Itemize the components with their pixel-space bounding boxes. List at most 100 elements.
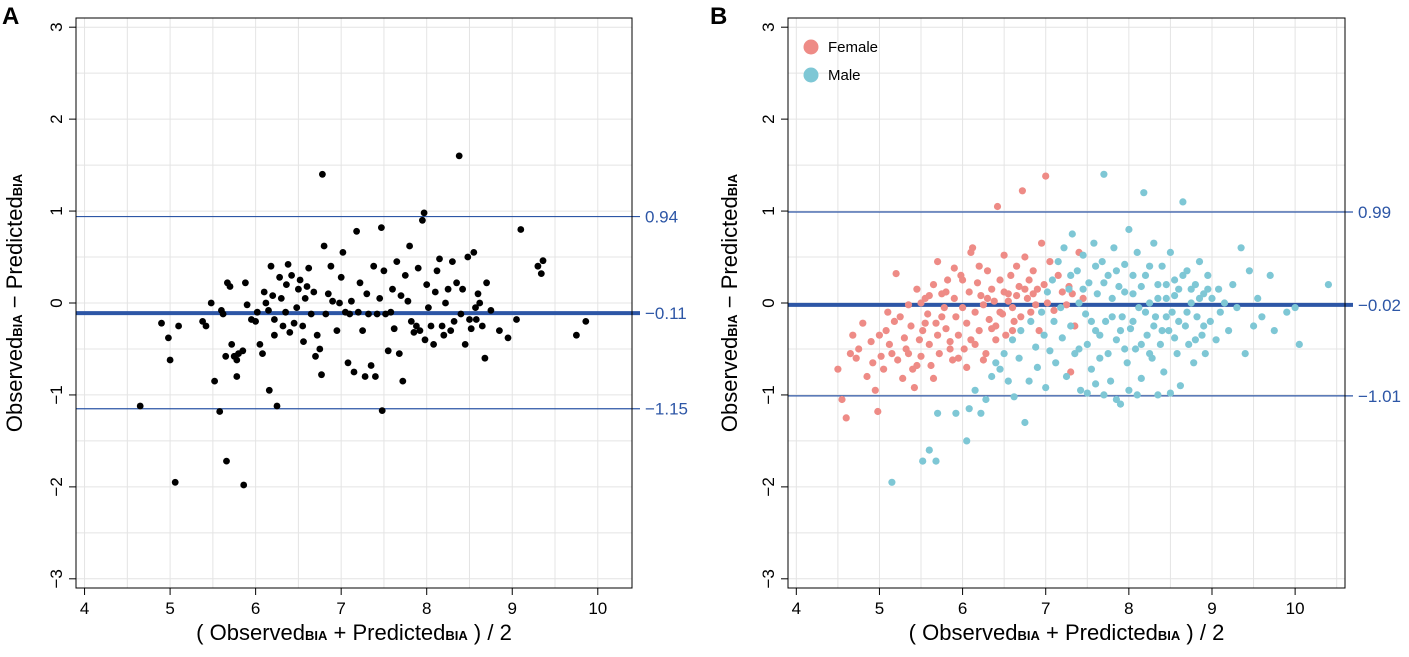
data-point-all <box>425 304 432 311</box>
data-point-female <box>877 352 885 360</box>
data-point-all <box>457 310 465 318</box>
data-point-all <box>240 481 248 489</box>
x-axis-label-part: ( Observed <box>196 620 305 645</box>
x-tick-label: 8 <box>1124 599 1133 618</box>
panel-label-b: B <box>710 3 727 30</box>
data-point-female <box>949 356 957 364</box>
x-tick-label: 10 <box>588 599 607 618</box>
data-point-female <box>904 301 913 309</box>
panel-label-a: A <box>2 3 19 30</box>
data-point-male <box>1237 244 1245 252</box>
data-point-male <box>1000 350 1008 358</box>
data-point-male <box>1067 271 1075 279</box>
data-point-female <box>1040 281 1048 289</box>
data-point-male <box>1229 281 1237 289</box>
data-point-male <box>932 457 940 465</box>
data-point-male <box>1208 294 1216 302</box>
data-point-female <box>983 294 992 302</box>
data-point-all <box>348 297 355 305</box>
data-point-female <box>927 361 935 370</box>
data-point-all <box>233 356 241 364</box>
data-point-female <box>919 327 927 335</box>
data-point-female <box>917 299 925 307</box>
data-point-female <box>1002 331 1010 339</box>
data-point-male <box>1165 327 1173 335</box>
data-point-female <box>899 374 907 382</box>
x-tick-label: 8 <box>422 599 431 618</box>
data-point-male <box>1043 288 1051 296</box>
data-point-all <box>382 310 389 318</box>
x-tick-label: 9 <box>508 599 517 618</box>
data-point-female <box>971 308 979 316</box>
y-tick-label: 1 <box>759 206 778 215</box>
line-value-label: −0.11 <box>645 304 687 323</box>
x-axis-label-part: BIA <box>305 628 328 643</box>
data-point-male <box>1190 359 1198 367</box>
data-point-male <box>1150 239 1158 247</box>
data-point-female <box>1054 271 1062 279</box>
y-tick-label: −3 <box>47 569 66 588</box>
data-point-male <box>1087 317 1095 325</box>
data-point-female <box>890 317 899 325</box>
data-point-male <box>1062 372 1071 381</box>
data-point-female <box>935 350 943 358</box>
data-point-female <box>975 262 983 270</box>
data-point-all <box>252 318 259 325</box>
data-point-male <box>1250 322 1258 330</box>
y-tick-label: 1 <box>47 206 66 215</box>
y-tick-label: −2 <box>47 477 66 496</box>
data-point-all <box>470 249 478 256</box>
data-point-all <box>430 341 437 348</box>
data-point-all <box>310 288 318 296</box>
data-point-male <box>1112 267 1120 275</box>
data-point-female <box>871 386 879 394</box>
data-point-all <box>158 319 165 327</box>
y-tick-label: 0 <box>47 298 66 307</box>
data-point-female <box>1042 172 1050 180</box>
data-point-all <box>290 319 298 327</box>
data-point-female <box>954 354 963 362</box>
data-point-all <box>350 368 358 376</box>
data-point-male <box>919 457 927 465</box>
x-tick-label: 4 <box>80 599 89 618</box>
x-axis-label: ( ObservedBIA + PredictedBIA ) / 2 <box>909 620 1225 645</box>
data-point-male <box>1146 299 1154 307</box>
data-point-male <box>1129 290 1137 298</box>
data-point-male <box>1175 317 1183 325</box>
data-point-female <box>915 336 924 344</box>
data-point-female <box>917 352 925 360</box>
data-point-female <box>1035 327 1043 335</box>
y-axis-label: ObservedBIA − PredictedBIA <box>2 173 27 432</box>
data-point-all <box>136 402 144 410</box>
data-point-all <box>300 338 307 345</box>
data-point-male <box>1100 170 1108 178</box>
data-point-male <box>1087 365 1095 373</box>
data-point-all <box>414 264 422 272</box>
y-axis-label: ObservedBIA − PredictedBIA <box>717 173 742 432</box>
data-point-all <box>455 152 463 160</box>
data-point-male <box>1185 340 1193 348</box>
data-point-all <box>413 322 420 330</box>
data-point-male <box>1121 288 1129 296</box>
legend-swatch-male <box>803 67 819 83</box>
data-point-female <box>946 345 954 353</box>
y-axis-label-part: BIA <box>10 314 25 337</box>
data-point-all <box>361 373 369 380</box>
data-point-male <box>1104 350 1112 358</box>
data-point-female <box>988 325 996 333</box>
x-axis-label-part: ) / 2 <box>468 620 512 645</box>
data-point-female <box>913 361 921 370</box>
x-tick-label: 4 <box>792 599 801 618</box>
data-point-female <box>990 297 998 305</box>
data-point-female <box>875 331 884 339</box>
data-point-male <box>1112 395 1120 404</box>
data-point-all <box>305 264 313 272</box>
data-point-female <box>934 331 942 339</box>
data-point-male <box>1098 258 1106 266</box>
data-point-male <box>1038 308 1046 316</box>
data-point-all <box>171 478 179 486</box>
data-point-all <box>316 345 324 353</box>
data-point-all <box>447 327 455 334</box>
data-point-all <box>320 242 328 250</box>
data-point-male <box>1200 290 1208 298</box>
